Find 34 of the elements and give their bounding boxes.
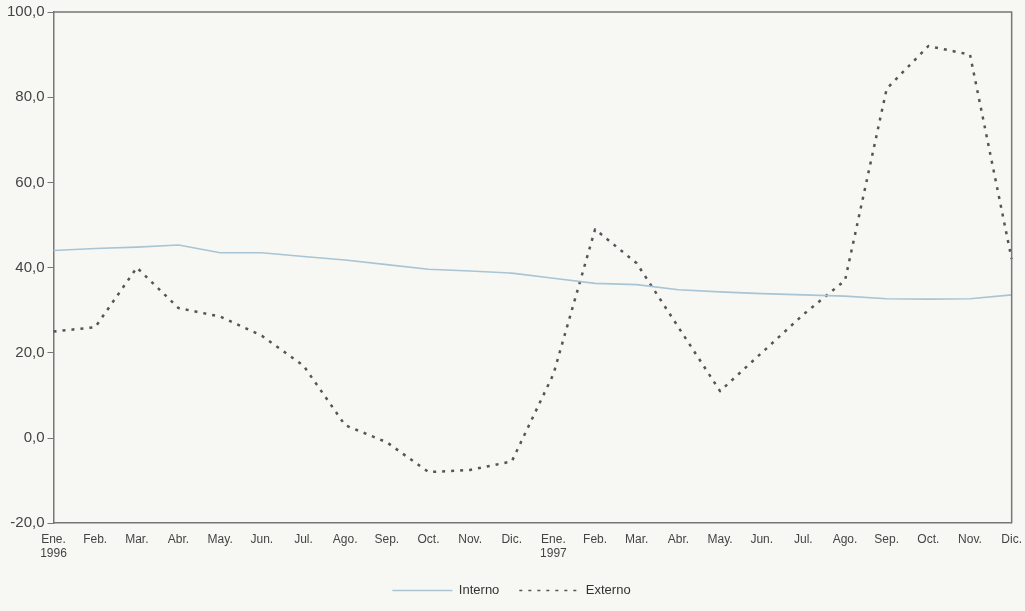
- x-tick-label: Abr.: [667, 531, 690, 546]
- x-tick-label: Ene. 1997: [540, 531, 568, 561]
- x-tick-label: Mar.: [125, 531, 149, 546]
- y-tick-label: 60,0: [15, 172, 45, 190]
- x-tick-label: Dic.: [1001, 531, 1022, 546]
- line-series: [52, 44, 1013, 474]
- y-tick-label: 20,0: [15, 342, 45, 360]
- legend-label: Externo: [585, 582, 631, 598]
- x-tick-label: Feb.: [83, 531, 108, 546]
- y-tick-label: 0,0: [23, 428, 45, 446]
- x-tick-label: Feb.: [583, 531, 608, 546]
- x-tick-label: Jun.: [750, 531, 774, 546]
- x-tick-label: Mar.: [625, 531, 649, 546]
- x-tick-label: Oct.: [917, 531, 940, 546]
- y-tick-label: -20,0: [10, 513, 45, 531]
- legend-label: Interno: [458, 582, 500, 598]
- x-tick-label: May.: [207, 531, 233, 546]
- x-tick-label: Nov.: [958, 531, 982, 546]
- x-tick-label: Jul.: [294, 531, 313, 546]
- x-tick-label: Ene. 1996: [40, 531, 68, 561]
- x-tick-label: Ago.: [832, 531, 858, 546]
- x-tick-label: Abr.: [167, 531, 190, 546]
- x-tick-label: Oct.: [417, 531, 440, 546]
- x-tick-label: Sep.: [374, 531, 400, 546]
- y-tick-label: 100,0: [6, 2, 45, 20]
- x-tick-label: Dic.: [501, 531, 523, 546]
- x-tick-label: Nov.: [458, 531, 483, 546]
- x-tick-label: Sep.: [874, 531, 900, 546]
- y-tick-label: 80,0: [15, 87, 45, 105]
- x-tick-label: Jun.: [250, 531, 274, 546]
- x-tick-label: May.: [707, 531, 733, 546]
- x-tick-label: Ago.: [332, 531, 358, 546]
- x-tick-label: Jul.: [794, 531, 813, 546]
- y-tick-label: 40,0: [15, 257, 45, 275]
